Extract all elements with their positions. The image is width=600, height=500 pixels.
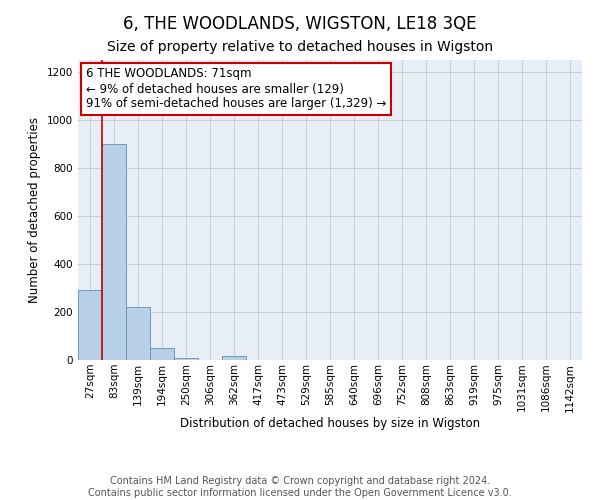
Text: 6 THE WOODLANDS: 71sqm
← 9% of detached houses are smaller (129)
91% of semi-det: 6 THE WOODLANDS: 71sqm ← 9% of detached … (86, 68, 386, 110)
X-axis label: Distribution of detached houses by size in Wigston: Distribution of detached houses by size … (180, 417, 480, 430)
Bar (174, 358, 198, 360)
Bar (126, 307, 150, 360)
Bar (222, 356, 246, 360)
Text: Contains HM Land Registry data © Crown copyright and database right 2024.
Contai: Contains HM Land Registry data © Crown c… (88, 476, 512, 498)
Bar (78, 290, 102, 360)
Bar (102, 144, 126, 360)
Bar (150, 348, 174, 360)
Y-axis label: Number of detached properties: Number of detached properties (28, 117, 41, 303)
Text: Size of property relative to detached houses in Wigston: Size of property relative to detached ho… (107, 40, 493, 54)
Text: 6, THE WOODLANDS, WIGSTON, LE18 3QE: 6, THE WOODLANDS, WIGSTON, LE18 3QE (123, 15, 477, 33)
